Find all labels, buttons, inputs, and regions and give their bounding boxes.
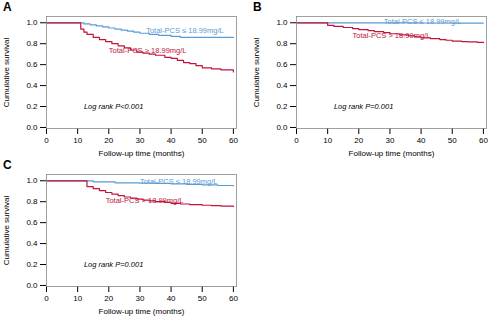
svg-text:30: 30 — [135, 136, 144, 145]
svg-text:Total-PCS ≤ 18.99mg/L: Total-PCS ≤ 18.99mg/L — [146, 26, 224, 35]
svg-text:Total-PCS > 18.99mg/L: Total-PCS > 18.99mg/L — [106, 196, 184, 205]
svg-text:0: 0 — [44, 294, 49, 303]
svg-text:0.0: 0.0 — [26, 123, 38, 132]
svg-text:Total-PCS ≤ 18.99mg/L: Total-PCS ≤ 18.99mg/L — [384, 17, 462, 26]
svg-text:0.6: 0.6 — [26, 60, 38, 69]
svg-text:0.0: 0.0 — [276, 123, 288, 132]
svg-text:60: 60 — [229, 294, 238, 303]
html-text:B: B — [253, 0, 262, 14]
svg-text:0: 0 — [294, 136, 299, 145]
svg-text:0.2: 0.2 — [26, 102, 38, 111]
svg-text:60: 60 — [479, 136, 488, 145]
svg-text:0: 0 — [44, 136, 49, 145]
svg-text:Cumulative survival: Cumulative survival — [2, 38, 11, 108]
svg-text:Log rank P=0.001: Log rank P=0.001 — [334, 102, 393, 111]
svg-text:0.4: 0.4 — [276, 81, 288, 90]
svg-text:10: 10 — [323, 136, 332, 145]
svg-text:Total-PCS ≤ 18.99mg/L: Total-PCS ≤ 18.99mg/L — [140, 177, 218, 186]
svg-text:30: 30 — [385, 136, 394, 145]
svg-text:50: 50 — [448, 136, 457, 145]
svg-text:Follow-up time (months): Follow-up time (months) — [349, 149, 435, 158]
svg-text:Log rank P=0.001: Log rank P=0.001 — [84, 260, 143, 269]
svg-text:Total-PCS > 18.99mg/L: Total-PCS > 18.99mg/L — [353, 31, 431, 40]
svg-text:20: 20 — [104, 136, 113, 145]
svg-text:40: 40 — [167, 294, 176, 303]
svg-text:0.8: 0.8 — [26, 39, 38, 48]
svg-text:1.0: 1.0 — [26, 18, 38, 27]
svg-text:1.0: 1.0 — [26, 176, 38, 185]
html-text:C: C — [3, 158, 12, 172]
svg-text:Cumulative survival: Cumulative survival — [2, 196, 11, 266]
svg-text:20: 20 — [104, 294, 113, 303]
svg-text:30: 30 — [135, 294, 144, 303]
svg-text:50: 50 — [198, 136, 207, 145]
svg-text:Total-PCS > 18.99mg/L: Total-PCS > 18.99mg/L — [109, 46, 187, 55]
html-text:A: A — [3, 0, 12, 14]
svg-text:0.0: 0.0 — [26, 281, 38, 290]
svg-text:Cumulative survival: Cumulative survival — [252, 38, 261, 108]
svg-text:60: 60 — [229, 136, 238, 145]
svg-text:40: 40 — [417, 136, 426, 145]
svg-text:10: 10 — [73, 136, 82, 145]
svg-text:Follow-up time (months): Follow-up time (months) — [99, 149, 185, 158]
svg-text:0.4: 0.4 — [26, 81, 38, 90]
svg-text:1.0: 1.0 — [276, 18, 288, 27]
svg-text:0.8: 0.8 — [26, 197, 38, 206]
svg-text:0.8: 0.8 — [276, 39, 288, 48]
svg-text:40: 40 — [167, 136, 176, 145]
svg-text:0.2: 0.2 — [276, 102, 288, 111]
svg-text:0.6: 0.6 — [276, 60, 288, 69]
svg-text:0.6: 0.6 — [26, 218, 38, 227]
svg-text:Follow-up time (months): Follow-up time (months) — [99, 307, 185, 316]
svg-text:50: 50 — [198, 294, 207, 303]
svg-text:Log rank P<0.001: Log rank P<0.001 — [84, 102, 143, 111]
svg-text:0.4: 0.4 — [26, 239, 38, 248]
svg-text:20: 20 — [354, 136, 363, 145]
svg-text:0.2: 0.2 — [26, 260, 38, 269]
svg-text:10: 10 — [73, 294, 82, 303]
